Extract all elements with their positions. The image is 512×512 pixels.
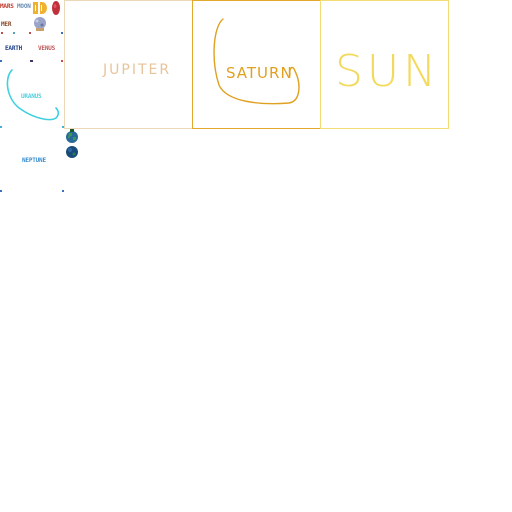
- sprite-sheet: MARS MOON MER: [0, 0, 64, 192]
- moon-phase-icon: [33, 2, 47, 14]
- sun-panel: SUN: [320, 0, 449, 129]
- saturn-panel: SATURN: [192, 0, 321, 129]
- earth-globe-icon: [66, 129, 78, 143]
- venus-label: VENUS: [38, 45, 56, 52]
- uranus-tile: URANUS: [0, 64, 64, 128]
- jupiter-label: JUPITER: [102, 62, 171, 78]
- neptune-tile: NEPTUNE: [0, 128, 64, 192]
- mars-planet-icon: [52, 1, 60, 15]
- earth-venus-tile: EARTH VENUS: [0, 32, 64, 64]
- saturn-sketch: SATURN: [213, 18, 300, 105]
- saturn-label: SATURN: [226, 64, 293, 82]
- sun-sketch: SUN: [335, 46, 440, 97]
- jupiter-panel: JUPITER: [64, 0, 193, 129]
- uranus-label: URANUS: [21, 93, 42, 100]
- jupiter-sketch: JUPITER: [102, 62, 171, 78]
- mercury-tile: MER: [0, 16, 64, 32]
- sheet-edge-marks: [0, 32, 63, 62]
- sun-label: SUN: [335, 46, 440, 97]
- mars-label: MARS: [0, 3, 14, 10]
- mercury-planet-icon: [34, 17, 46, 31]
- uranus-ring-icon: [0, 69, 64, 128]
- earth-planet-icon: [66, 146, 78, 158]
- mars-moon-tile: MARS MOON: [0, 0, 64, 16]
- saturn-ring-stroke: [213, 18, 300, 105]
- earth-label: EARTH: [5, 45, 23, 52]
- neptune-label: NEPTUNE: [22, 157, 46, 164]
- sheet-corner-marks: [0, 190, 64, 192]
- mercury-label: MER: [1, 21, 12, 28]
- moon-label: MOON: [17, 3, 31, 10]
